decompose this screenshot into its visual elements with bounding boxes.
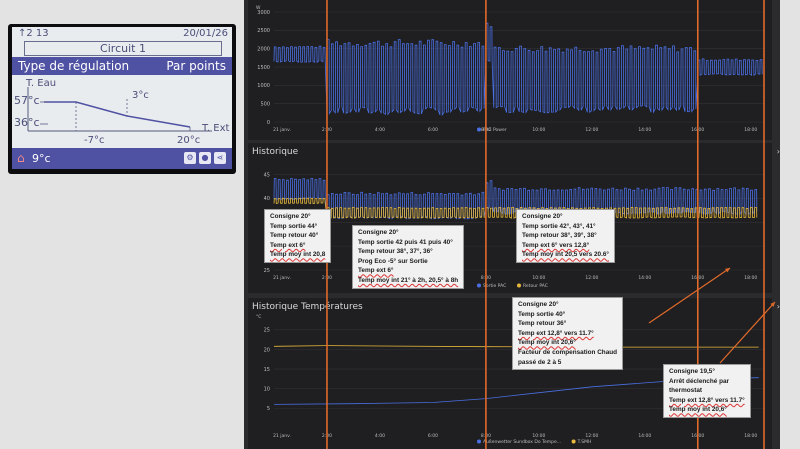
legend-swatch (517, 283, 521, 288)
x-tick-label: 21 janv. (273, 127, 291, 133)
date-display: 20/01/26 (183, 28, 228, 39)
chevron-right-icon[interactable]: › (776, 147, 780, 156)
regulation-type-label: Type de régulation (18, 59, 130, 73)
heating-curve-line (44, 101, 191, 128)
legend-swatch (477, 127, 481, 132)
legend-swatch (477, 439, 481, 444)
x-tick-label: 18:00 (744, 275, 757, 281)
chart-card-power: W 3000 2500 2000 1500 1000 500 0 21 janv. 2:00 4:0… (248, 0, 772, 140)
outdoor-temperature: 9°c (32, 152, 51, 165)
x-tick-label: 21 janv. (273, 275, 291, 281)
x-tick-label: 10:00 (532, 275, 545, 281)
y-tick-label: 15 (264, 367, 270, 373)
info-icon[interactable]: ● (199, 152, 211, 164)
x-tick-label: 16:00 (691, 275, 704, 281)
annotation-box-2: Consigne 20° Temp sortie 42 puis 41 puis… (353, 226, 464, 288)
legend-swatch (477, 283, 481, 288)
x-tick-label: 12:00 (585, 127, 598, 133)
chart-title: Historique (252, 147, 299, 157)
bottom-status-bar: ⌂ 9°c (12, 148, 232, 169)
y-tick-label: 25 (264, 268, 270, 274)
x-tick-label: 10:00 (532, 433, 545, 439)
x-tick-label: 12:00 (585, 275, 598, 281)
x-tick-label: 4:00 (375, 433, 385, 439)
x-tick-label: 18:00 (744, 433, 757, 439)
y-tick-label: 2500 (257, 28, 270, 34)
x-tick-label: 6:00 (428, 127, 438, 133)
controller-screen: ↑2 13 20/01/26 Circuit 1 Type de régulat… (12, 27, 232, 169)
x-tick-label: 16:00 (691, 433, 704, 439)
annotation-box-4: Consigne 20° Temp sortie 40° Temp retour… (513, 298, 623, 370)
legend-label: Außenwetter Sundbox Do Tempe... (483, 439, 561, 445)
y-tick-label: 1500 (257, 65, 270, 71)
status-indicator: ↑2 13 (18, 28, 49, 39)
x-tick-label: 14:00 (638, 433, 651, 439)
annotation-box-3: Consigne 20° Temp sortie 42°, 43°, 41° T… (517, 210, 614, 262)
temperature-chart: °C 25 20 15 10 5 21 janv. 2:00 4:00 6:00 8:00 10:00… (256, 314, 764, 445)
x-tick-label: 10:00 (532, 127, 545, 133)
y-tick-label: 500 (260, 101, 270, 107)
y-unit-label: W (256, 5, 261, 11)
settings-icon[interactable]: ⚙ (184, 152, 196, 164)
x-tick-label: 21 janv. (273, 433, 291, 439)
x-tick-label: 4:00 (375, 127, 385, 133)
annotation-box-5: Consigne 19,5° Arrêt déclenché par therm… (664, 365, 750, 417)
graph-axis-title: T. Eau (26, 78, 57, 89)
series-line-1 (273, 197, 758, 219)
x-tick-label: 18:00 (744, 127, 757, 133)
y-tick-label: 5 (267, 406, 270, 412)
annotation-box-1: Consigne 20° Temp sortie 44° Temp retour… (265, 210, 331, 262)
y-unit-label: °C (256, 314, 261, 320)
y-tick-label: 1000 (257, 83, 270, 89)
x-tick-label: 2:00 (322, 127, 332, 133)
home-icon[interactable]: ⌂ (17, 151, 25, 165)
y-tick-label: 40 (264, 196, 270, 202)
graph-x-label: T. Ext (202, 123, 230, 134)
graph-y-high: 57°c (14, 94, 40, 107)
share-icon[interactable]: ⋖ (214, 152, 226, 164)
regulation-type-value: Par points (166, 59, 226, 73)
x-tick-label: 8:00 (481, 433, 491, 439)
controller-device: ↑2 13 20/01/26 Circuit 1 Type de régulat… (8, 24, 236, 174)
legend-label: PAC Power (483, 127, 507, 133)
x-tick-label: 14:00 (638, 127, 651, 133)
y-tick-label: 45 (264, 172, 270, 178)
y-tick-label: 0 (267, 120, 270, 126)
graph-mid-point: 3°c (132, 90, 149, 101)
y-tick-label: 25 (264, 328, 270, 334)
legend-label: Sortie PAC (483, 283, 506, 289)
x-tick-label: 16:00 (691, 127, 704, 133)
heating-curve-graph (27, 87, 212, 132)
y-tick-label: 20 (264, 347, 270, 353)
x-tick-label: 6:00 (428, 433, 438, 439)
x-tick-label: 14:00 (638, 275, 651, 281)
legend-label: Retour PAC (523, 283, 548, 289)
legend-label: T.SMH (577, 439, 592, 445)
x-tick-label: 2:00 (322, 433, 332, 439)
graph-y-low: 36°c (14, 116, 40, 129)
chart-title: Historique Températures (252, 302, 363, 312)
x-tick-label: 2:00 (322, 275, 332, 281)
chevron-right-icon[interactable]: › (776, 302, 780, 311)
graph-x-right: 20°c (177, 135, 201, 146)
x-tick-label: 8:00 (481, 275, 491, 281)
y-tick-label: 3000 (257, 10, 270, 16)
regulation-type-row[interactable]: Type de régulation Par points (12, 57, 232, 75)
y-tick-label: 2000 (257, 46, 270, 52)
circuit-selector[interactable]: Circuit 1 (24, 41, 222, 56)
x-tick-label: 12:00 (585, 433, 598, 439)
series-line-0 (273, 22, 763, 117)
graph-x-left: -7°c (84, 135, 105, 146)
legend-swatch (571, 439, 576, 444)
y-tick-label: 10 (264, 387, 270, 393)
